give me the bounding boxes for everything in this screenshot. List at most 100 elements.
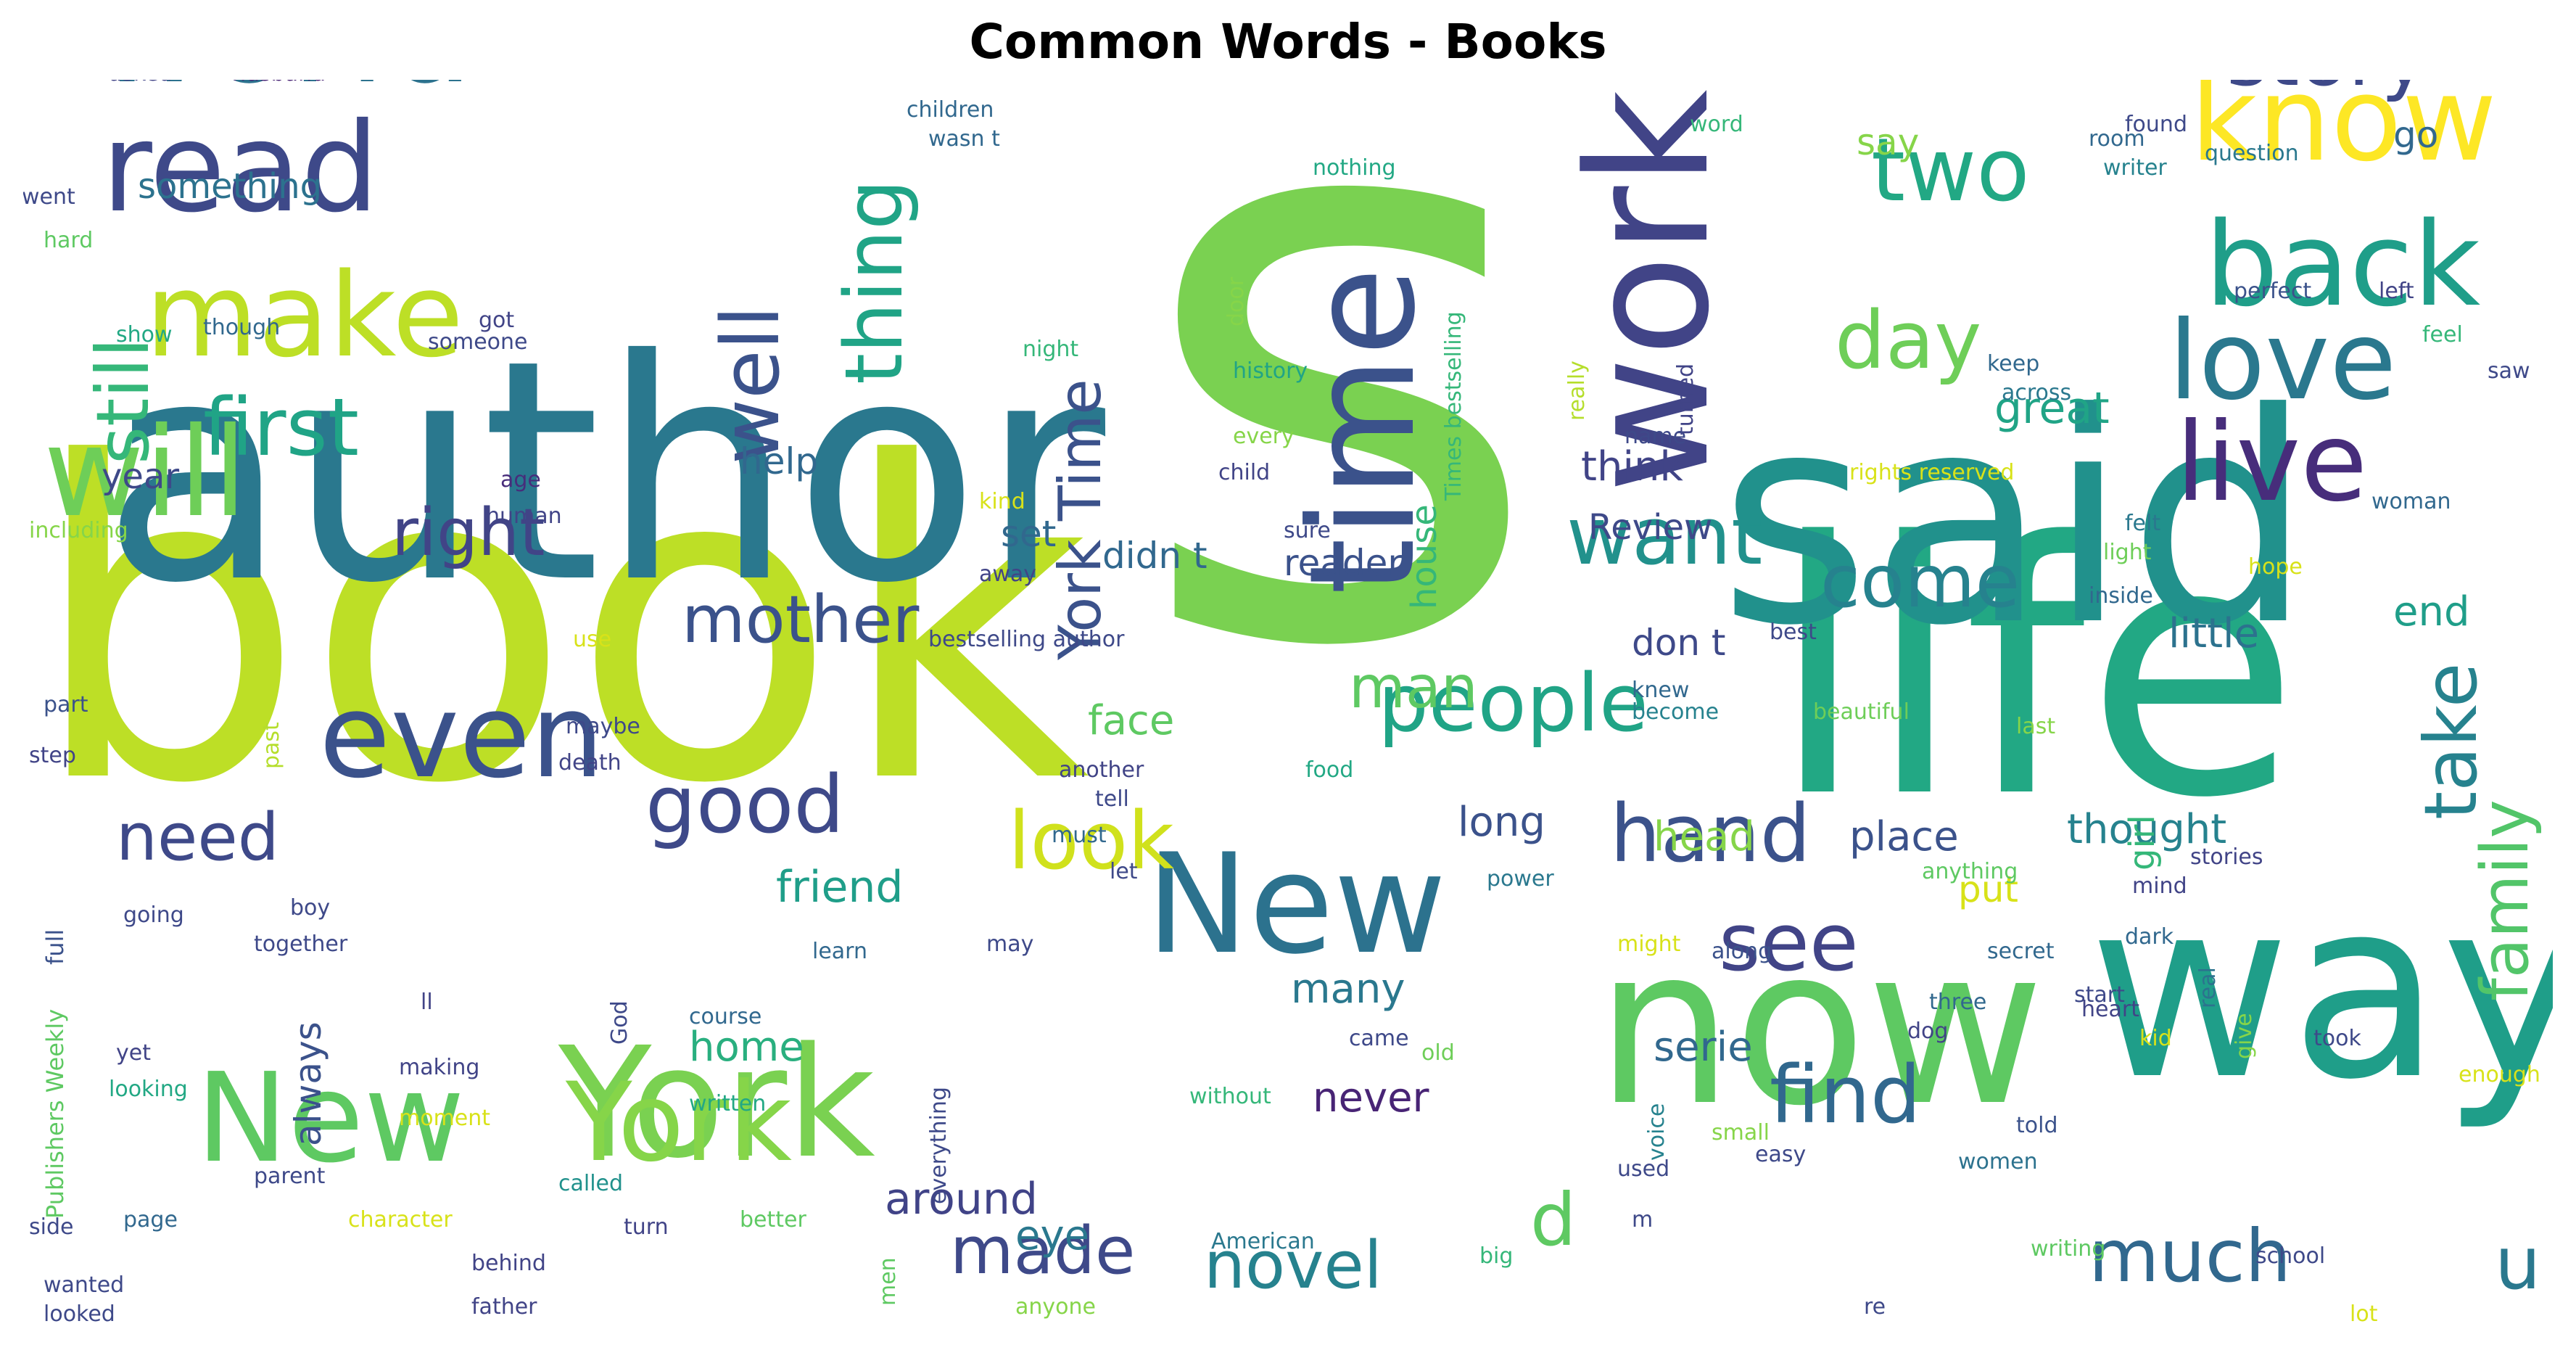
- cloud-word: went: [23, 184, 75, 210]
- cloud-word: don t: [1632, 622, 1726, 664]
- cloud-word: rights reserved: [1849, 459, 2015, 485]
- cloud-word: moment: [399, 1105, 491, 1131]
- cloud-word: anyone: [1015, 1293, 1096, 1320]
- cloud-word: children: [907, 96, 994, 123]
- cloud-word: around: [885, 1174, 1038, 1225]
- cloud-word: beautiful: [1813, 699, 1910, 725]
- cloud-word: without: [1189, 1083, 1271, 1109]
- cloud-word: show: [116, 321, 173, 347]
- cloud-word: end: [2393, 588, 2470, 636]
- cloud-word: Publishers Weekly: [41, 1008, 69, 1219]
- cloud-word: going: [123, 902, 184, 928]
- cloud-word: face: [1088, 697, 1175, 745]
- cloud-word: think: [1581, 443, 1683, 491]
- cloud-word: back: [2205, 197, 2481, 333]
- cloud-word: got: [479, 307, 515, 333]
- cloud-word: help: [740, 440, 819, 482]
- cloud-word: another: [1059, 757, 1144, 783]
- cloud-word: never: [1313, 1074, 1429, 1122]
- cloud-word: way: [2089, 846, 2553, 1134]
- cloud-word: want: [1566, 490, 1763, 583]
- cloud-word: see: [1719, 896, 1859, 989]
- cloud-word: left: [2379, 278, 2414, 304]
- cloud-word: become: [1632, 699, 1720, 725]
- cloud-word: now: [1595, 900, 2045, 1153]
- cloud-word: s: [1131, 80, 1548, 821]
- cloud-word: wanted: [44, 1272, 125, 1298]
- cloud-word: someone: [428, 329, 528, 355]
- cloud-word: make: [145, 247, 464, 384]
- cloud-word: New: [1146, 823, 1447, 984]
- cloud-word: boy: [290, 894, 331, 921]
- cloud-word: inside: [2089, 583, 2153, 609]
- cloud-word: husband: [232, 80, 326, 85]
- cloud-word: mother: [682, 581, 920, 658]
- cloud-word: novel: [1204, 1227, 1382, 1304]
- cloud-word: New: [196, 1047, 465, 1191]
- cloud-word: really: [1564, 361, 1590, 421]
- cloud-word: place: [1849, 813, 1959, 861]
- cloud-word: question: [2205, 140, 2299, 166]
- cloud-word: full: [41, 929, 69, 965]
- cloud-word: love: [2168, 298, 2397, 424]
- cloud-word: great: [1994, 383, 2110, 435]
- cloud-word: across: [2002, 379, 2072, 406]
- cloud-word: every: [1233, 423, 1295, 449]
- cloud-word: writer: [2103, 155, 2167, 181]
- cloud-word: come: [1820, 539, 2020, 624]
- cloud-word: head: [1654, 813, 1755, 861]
- cloud-word: d: [1530, 1177, 1577, 1262]
- cloud-word: history: [1233, 358, 1308, 384]
- cloud-word: human: [486, 503, 562, 529]
- cloud-word: many: [1291, 966, 1405, 1013]
- cloud-word: right: [392, 494, 545, 571]
- cloud-word: people: [1378, 657, 1648, 750]
- cloud-word: age: [500, 466, 541, 493]
- cloud-word: father: [471, 1293, 537, 1320]
- cloud-word: m: [1632, 1206, 1654, 1233]
- cloud-word: name: [1625, 423, 1687, 449]
- cloud-word: might: [1617, 931, 1681, 957]
- cloud-word: let: [1110, 858, 1138, 884]
- cloud-word: room: [2089, 126, 2145, 152]
- cloud-word: feel: [2422, 321, 2463, 347]
- cloud-word: together: [254, 931, 348, 957]
- cloud-word: even: [319, 668, 604, 805]
- cloud-word: man: [1349, 653, 1478, 721]
- cloud-word: yet: [116, 1040, 151, 1066]
- cloud-word: book: [29, 371, 1090, 879]
- cloud-word: hand: [1610, 787, 1811, 881]
- cloud-word: mind: [2132, 873, 2187, 899]
- cloud-word: eye: [1015, 1212, 1090, 1260]
- cloud-word: read: [102, 96, 379, 241]
- cloud-word: maybe: [566, 713, 640, 739]
- cloud-word: men: [875, 1257, 901, 1306]
- cloud-word: Times bestselling: [1441, 311, 1466, 501]
- cloud-word: heart: [2081, 996, 2139, 1022]
- cloud-word: sure: [1284, 517, 1331, 543]
- cloud-word: kind: [979, 488, 1025, 514]
- cloud-word: still: [80, 337, 165, 464]
- cloud-word: day: [1835, 294, 1982, 387]
- cloud-word: u: [2495, 1221, 2541, 1306]
- cloud-word: say: [1857, 121, 1920, 163]
- cloud-word: voice: [1644, 1103, 1669, 1161]
- cloud-word: life: [1770, 468, 2300, 874]
- cloud-word: step: [29, 742, 76, 768]
- cloud-word: story: [2226, 80, 2428, 97]
- cloud-word: women: [1958, 1148, 2038, 1174]
- cloud-word: hard: [44, 227, 94, 253]
- cloud-word: little: [2168, 610, 2260, 658]
- cloud-word: woman: [2371, 488, 2451, 514]
- cloud-word: year: [102, 456, 180, 497]
- cloud-word: real: [2195, 967, 2221, 1008]
- cloud-word: felt: [2125, 510, 2161, 536]
- cloud-word: food: [1305, 757, 1354, 783]
- cloud-word: including: [29, 517, 128, 543]
- cloud-word: put: [1958, 868, 2019, 910]
- cloud-word: writing: [2031, 1235, 2106, 1262]
- cloud-word: serie: [1654, 1024, 1753, 1071]
- cloud-word: secret: [1987, 938, 2055, 964]
- cloud-word: York Time: [1046, 379, 1114, 660]
- cloud-word: word: [1690, 111, 1743, 137]
